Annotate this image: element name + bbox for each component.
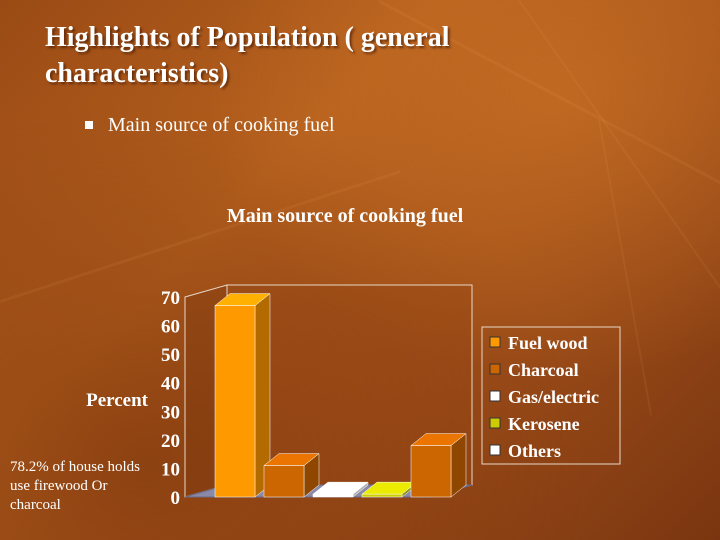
legend-entry: Others [508,441,561,461]
plot-area: 0 10 20 30 40 50 60 70 [161,284,473,509]
y-tick-label: 60 [161,317,180,338]
y-tick-label: 70 [161,288,180,309]
bullet-text: Main source of cooking fuel [108,114,335,136]
legend-entry: Charcoal [508,360,579,380]
legend-box [481,326,621,465]
slide-title: Highlights of Population ( general chara… [45,22,450,89]
legend-swatch [489,417,501,429]
y-tick-label: 50 [161,345,180,366]
bar-gas-electric [312,481,369,498]
bar-others [410,433,467,498]
chart-title: Main source of cooking fuel [227,205,464,227]
legend-swatch [489,444,501,456]
y-tick-label: 0 [171,488,181,509]
y-tick-label: 30 [161,402,180,423]
bullet-square-icon [85,121,93,129]
y-tick-label: 20 [161,431,180,452]
bar-fuel-wood [214,293,271,498]
y-tick-label: 10 [161,459,180,480]
footnote: 78.2% of house holds use firewood Or cha… [10,459,140,513]
legend-swatch [489,363,501,375]
legend-swatch [489,336,501,348]
y-tick-label: 40 [161,374,180,395]
legend-entry: Kerosene [508,414,580,434]
y-axis-label: Percent [86,390,149,411]
chart-legend: Fuel wood Charcoal Gas/electric Kerosene Oth… [481,326,621,465]
legend-entry: Gas/electric [508,387,599,407]
legend-swatch [489,390,501,402]
legend-entry: Fuel wood [508,333,588,353]
bar-charcoal [263,453,320,498]
